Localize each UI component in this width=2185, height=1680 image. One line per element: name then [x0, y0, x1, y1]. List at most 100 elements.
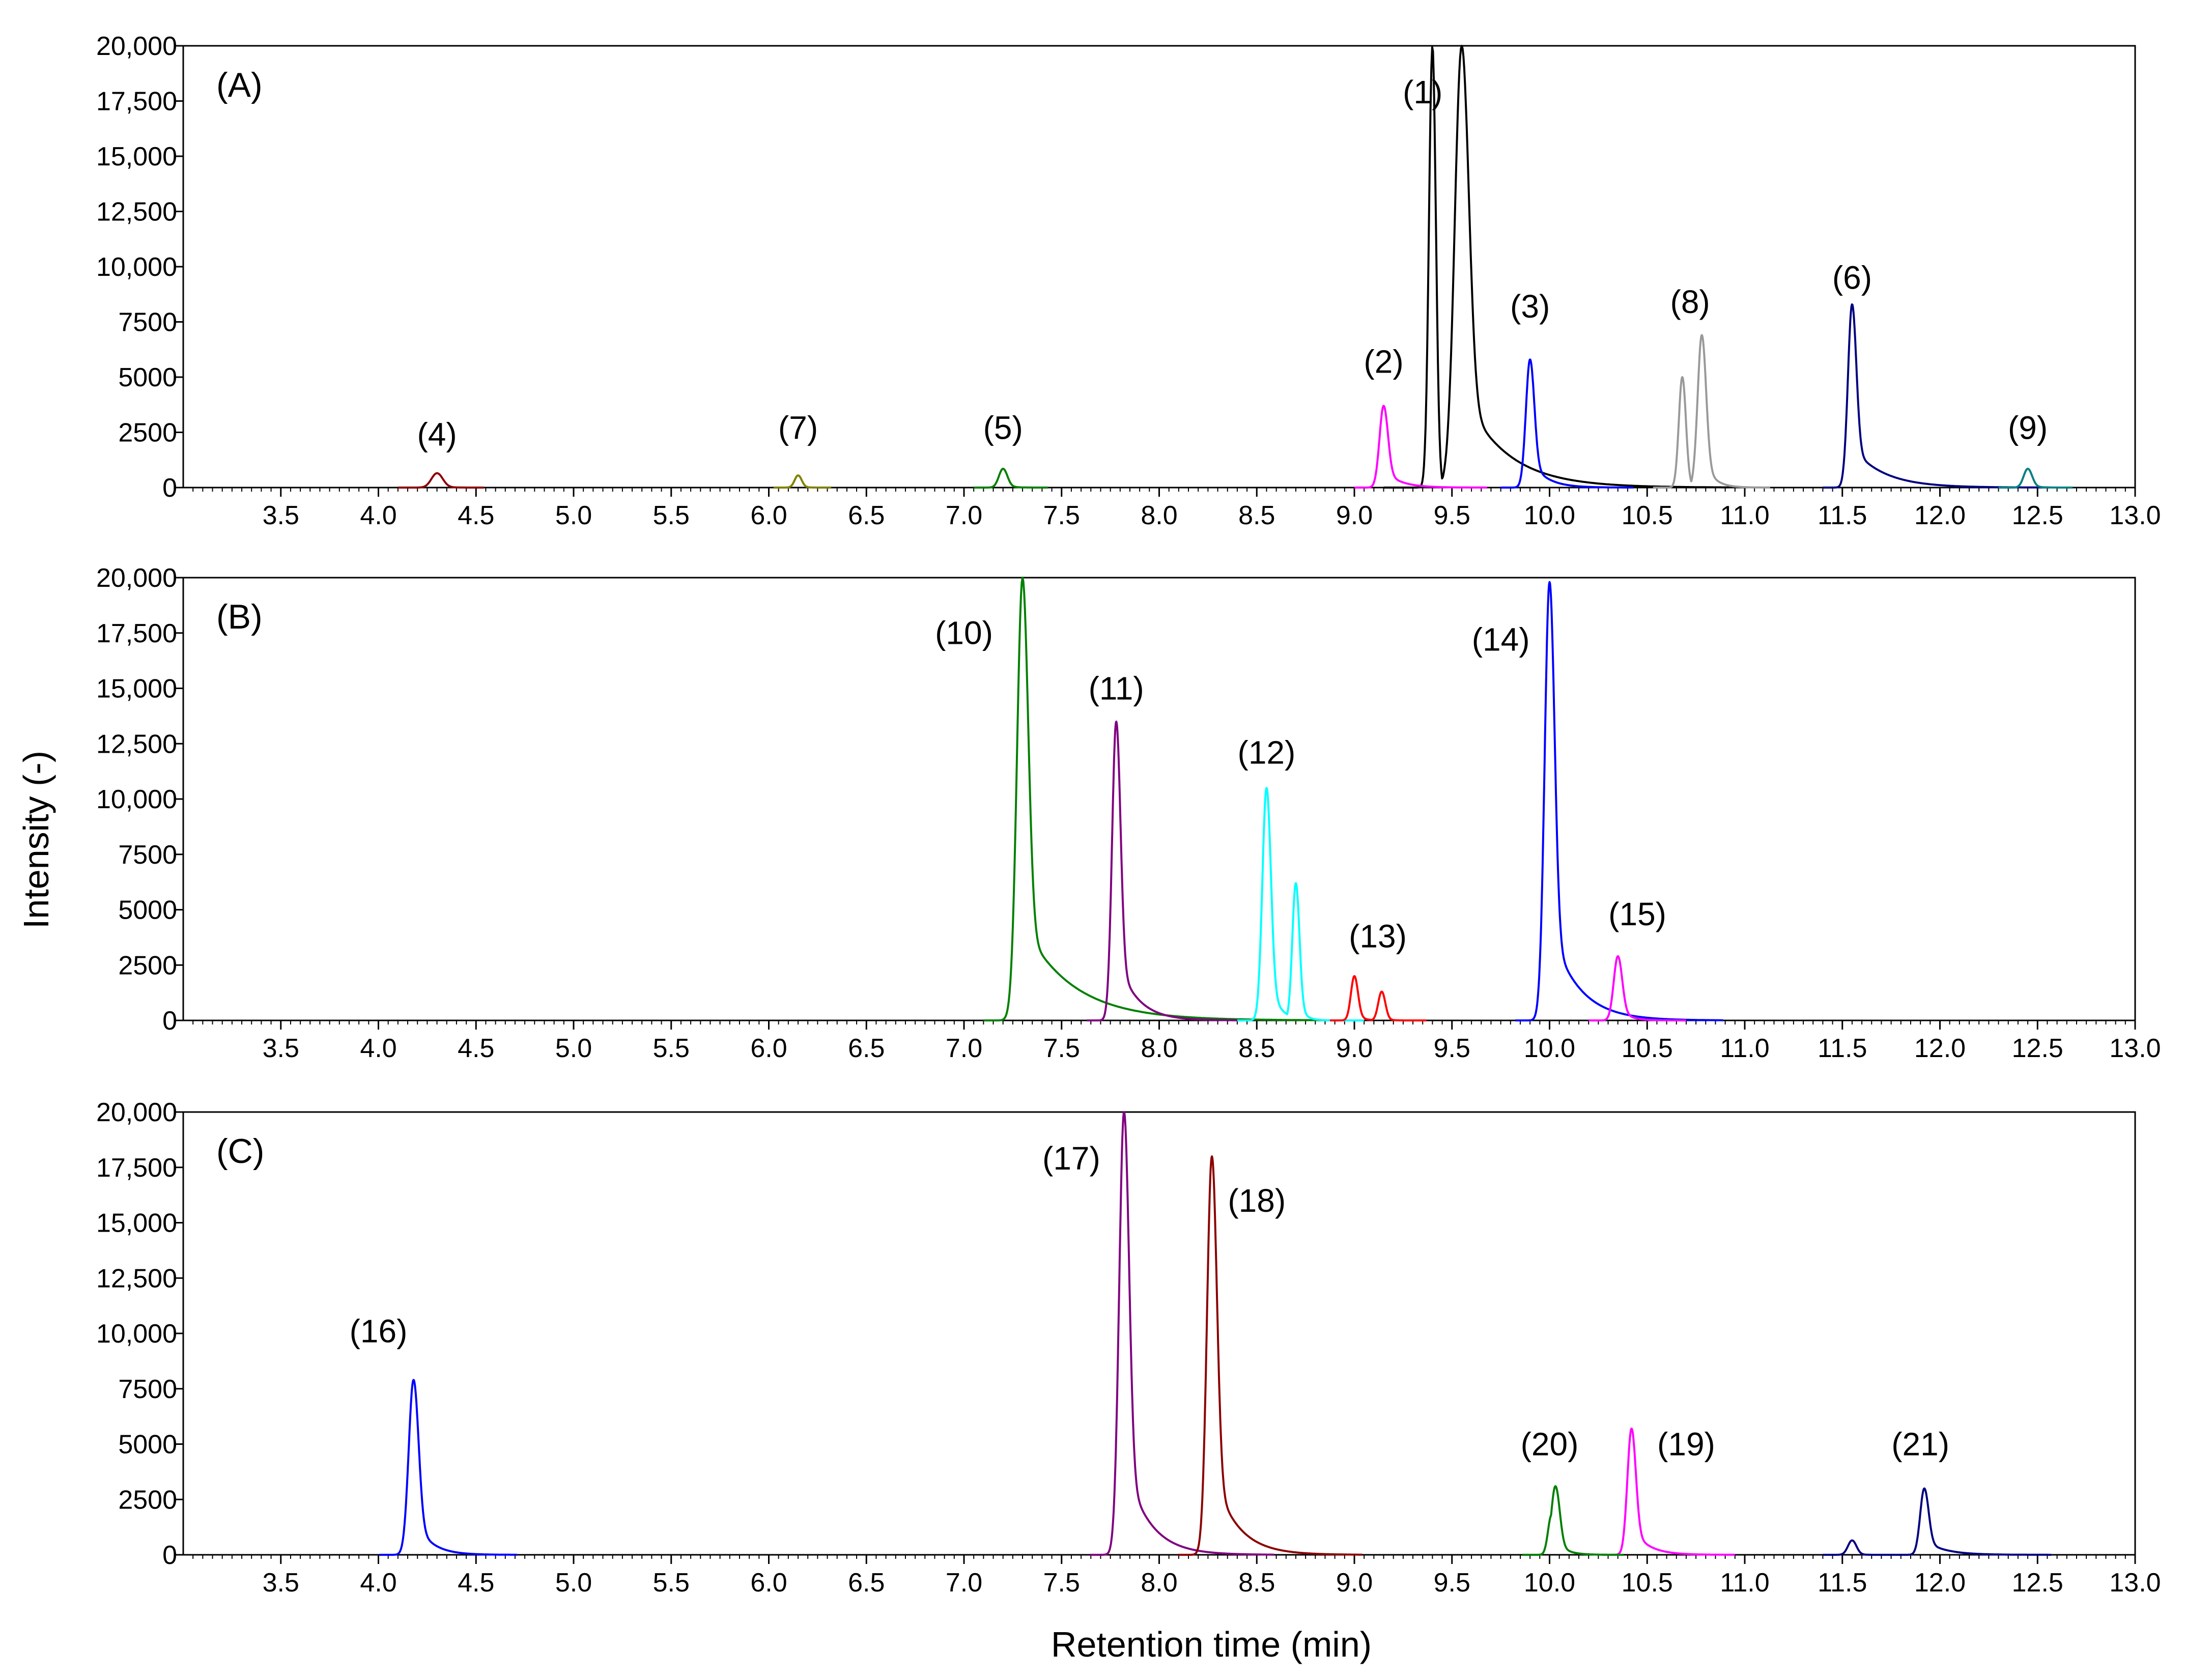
y-tick-label: 15,000 [96, 1209, 177, 1238]
peak-label-5: (5) [983, 410, 1023, 446]
x-tick-label: 8.5 [1238, 501, 1275, 530]
x-tick-label: 9.0 [1336, 1568, 1373, 1598]
y-tick-label: 15,000 [96, 142, 177, 172]
x-tick-label: 7.0 [946, 501, 982, 530]
x-tick-label: 12.5 [2012, 501, 2063, 530]
x-tick-label: 12.0 [1914, 1568, 1966, 1598]
y-tick-label: 0 [162, 1541, 177, 1570]
x-tick-label: 11.0 [1720, 1034, 1769, 1063]
x-axis-title: Retention time (min) [1051, 1625, 1372, 1664]
plot-frame [182, 1111, 2136, 1556]
y-tick-label: 12,500 [96, 197, 177, 227]
x-tick-label: 7.5 [1043, 1034, 1080, 1063]
trace-peak-20 [1521, 1485, 1625, 1556]
trace-peak-7 [773, 474, 832, 489]
y-tick-label: 17,500 [96, 619, 177, 648]
peak-label-9: (9) [2008, 410, 2048, 446]
x-tick-label: 9.5 [1434, 1034, 1470, 1063]
peak-label-20: (20) [1521, 1426, 1579, 1462]
peak-label-4: (4) [417, 416, 457, 453]
x-tick-label: 10.5 [1622, 1034, 1673, 1063]
x-tick-label: 12.5 [2012, 1568, 2063, 1598]
panel-label: (B) [216, 597, 263, 636]
x-tick-label: 12.0 [1914, 501, 1966, 530]
trace-peak-9 [1997, 468, 2074, 489]
y-tick-label: 5000 [118, 896, 177, 925]
x-tick-label: 3.5 [263, 501, 299, 530]
trace-peak-1 [1383, 45, 1729, 489]
y-tick-label: 12,500 [96, 1264, 177, 1293]
trace-peak-19 [1601, 1428, 1736, 1556]
x-tick-label: 9.5 [1434, 1568, 1470, 1598]
peak-label-11: (11) [1089, 670, 1144, 706]
panel-label: (C) [216, 1132, 264, 1171]
peak-label-7: (7) [778, 410, 818, 446]
trace-peak-10 [983, 577, 1325, 1021]
peak-label-17: (17) [1042, 1140, 1100, 1177]
trace-peak-14 [1515, 581, 1724, 1021]
x-tick-label: 8.0 [1141, 1034, 1177, 1063]
trace-peak-2 [1353, 405, 1488, 489]
y-tick-label: 0 [162, 1006, 177, 1036]
y-tick-label: 5000 [118, 363, 177, 392]
peak-label-13: (13) [1349, 918, 1407, 954]
x-tick-label: 11.5 [1818, 1568, 1867, 1598]
trace-peak-6 [1822, 303, 2050, 489]
peak-label-3: (3) [1510, 288, 1550, 325]
y-tick-label: 7500 [118, 840, 177, 870]
panel-c: 0 2500 5000 7500 10,000 12,500 15,000 17,500 20,… [96, 1098, 2161, 1598]
x-tick-label: 7.0 [946, 1568, 982, 1598]
x-tick-label: 3.5 [263, 1568, 299, 1598]
y-tick-label: 0 [162, 473, 177, 503]
x-tick-label: 6.5 [848, 1034, 885, 1063]
x-tick-label: 4.5 [458, 1034, 494, 1063]
panel-b: 0 2500 5000 7500 10,000 12,500 15,000 17,500 20,… [96, 563, 2161, 1063]
x-tick-label: 10.5 [1622, 1568, 1673, 1598]
trace-peak-12 [1236, 787, 1365, 1021]
y-tick-label: 10,000 [96, 785, 177, 814]
y-tick-label: 2500 [118, 951, 177, 980]
x-tick-label: 4.0 [360, 1568, 396, 1598]
x-tick-label: 7.5 [1043, 501, 1080, 530]
peak-label-12: (12) [1238, 734, 1296, 771]
panel-label: (A) [216, 66, 263, 104]
trace-peak-17 [1089, 1111, 1275, 1556]
peak-label-14: (14) [1472, 621, 1530, 658]
x-tick-label: 12.0 [1914, 1034, 1966, 1063]
x-tick-label: 10.0 [1524, 501, 1575, 530]
x-tick-label: 9.0 [1336, 501, 1373, 530]
x-tick-label: 5.5 [653, 1568, 690, 1598]
y-tick-label: 15,000 [96, 674, 177, 704]
x-tick-label: 4.5 [458, 501, 494, 530]
peak-label-18: (18) [1228, 1182, 1286, 1219]
y-tick-label: 17,500 [96, 1153, 177, 1183]
trace-peak-5 [973, 468, 1049, 489]
x-tick-label: 8.5 [1238, 1034, 1275, 1063]
y-tick-label: 10,000 [96, 1319, 177, 1349]
x-tick-label: 5.0 [555, 1034, 592, 1063]
x-tick-label: 11.5 [1818, 1034, 1867, 1063]
y-tick-label: 10,000 [96, 252, 177, 282]
x-tick-label: 6.0 [750, 1568, 787, 1598]
x-tick-label: 13.0 [2109, 501, 2161, 530]
trace-peak-13 [1329, 975, 1428, 1021]
x-tick-label: 6.5 [848, 501, 885, 530]
trace-peak-18 [1177, 1155, 1363, 1556]
x-tick-label: 9.5 [1434, 501, 1470, 530]
x-tick-label: 6.0 [750, 1034, 787, 1063]
x-tick-label: 13.0 [2109, 1568, 2161, 1598]
y-tick-label: 12,500 [96, 729, 177, 759]
x-tick-label: 11.0 [1720, 1568, 1769, 1598]
x-tick-label: 9.0 [1336, 1034, 1373, 1063]
trace-peak-15 [1587, 955, 1687, 1021]
y-tick-label: 2500 [118, 1485, 177, 1515]
trace-peak-11 [1086, 720, 1244, 1021]
x-tick-label: 10.0 [1524, 1568, 1575, 1598]
peak-label-2: (2) [1364, 343, 1403, 380]
trace-peak-21 [1822, 1487, 2052, 1556]
x-tick-label: 5.5 [653, 1034, 690, 1063]
x-tick-label: 3.5 [263, 1034, 299, 1063]
x-tick-label: 5.0 [555, 1568, 592, 1598]
y-tick-label: 7500 [118, 1375, 177, 1404]
x-tick-label: 10.0 [1524, 1034, 1575, 1063]
